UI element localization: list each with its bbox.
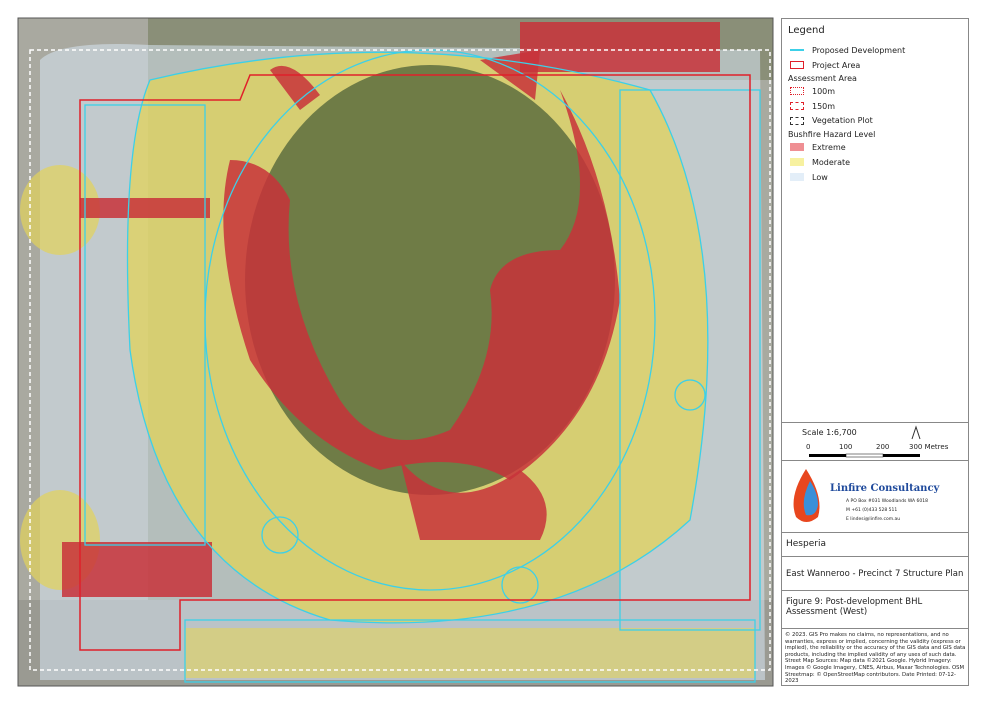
scale-label: 100 (839, 443, 853, 451)
swatch (790, 143, 804, 151)
legend-title: Legend (788, 25, 825, 36)
legend-item: 100m (812, 87, 836, 96)
scale-title: Scale 1:6,700 (802, 428, 857, 437)
logo-box: Linfire Consultancy A PO Box #031 Woodla… (781, 460, 969, 533)
swatch (790, 87, 804, 95)
project: East Wanneroo - Precinct 7 Structure Pla… (786, 569, 964, 579)
swatch (790, 49, 804, 51)
scale-box: Scale 1:6,700 0 100 200 300 Metres (781, 422, 969, 461)
disclaimer-box: © 2023. GIS Pro makes no claims, no repr… (781, 628, 969, 686)
swatch (790, 61, 804, 69)
company-name: Linfire Consultancy (830, 483, 940, 494)
client: Hesperia (786, 539, 826, 549)
scale-label: 200 (876, 443, 890, 451)
address: A PO Box #031 Woodlands WA 6018 (846, 499, 928, 504)
legend-item: Project Area (812, 61, 861, 70)
figure-box: Figure 9: Post-development BHL Assessmen… (781, 590, 969, 629)
legend-item: Low (812, 173, 828, 182)
legend: Legend Proposed Development Project Area… (781, 18, 969, 423)
legend-heading: Bushfire Hazard Level (788, 130, 876, 139)
swatch (790, 158, 804, 166)
legend-heading: Assessment Area (788, 74, 857, 83)
scale-label: 0 (806, 443, 811, 451)
logo-icon (793, 469, 820, 522)
figure-title: Figure 9: Post-development BHL Assessmen… (786, 597, 923, 617)
disclaimer: © 2023. GIS Pro makes no claims, no repr… (785, 632, 966, 685)
email: E lindesi@linfire.com.au (846, 517, 901, 522)
legend-item: Extreme (812, 143, 846, 152)
project-box: East Wanneroo - Precinct 7 Structure Pla… (781, 556, 969, 591)
swatch (790, 102, 804, 110)
scale-label: 300 Metres (909, 443, 949, 451)
legend-item: Moderate (812, 158, 851, 167)
swatch (790, 173, 804, 181)
legend-item: Vegetation Plot (812, 116, 873, 125)
legend-item: 150m (812, 102, 836, 111)
legend-item: Proposed Development (812, 46, 906, 55)
client-box: Hesperia (781, 532, 969, 557)
phone: M +61 (0)433 528 511 (846, 508, 898, 513)
scale-graphics (809, 425, 921, 458)
swatch (790, 117, 804, 125)
